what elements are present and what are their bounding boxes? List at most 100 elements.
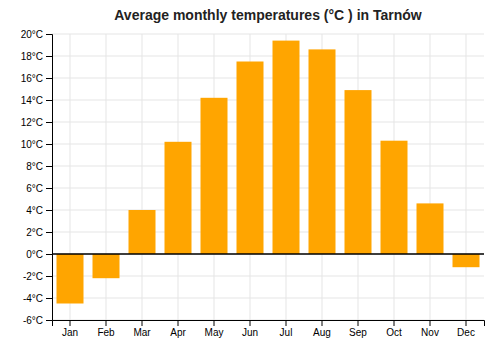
x-tick: Nov [421, 320, 439, 338]
bar [237, 62, 264, 255]
y-tick: 16°C [21, 73, 52, 84]
x-tick-mark [466, 320, 467, 326]
plot: -6°C-4°C-2°C0°C2°C4°C6°C8°C10°C12°C14°C1… [21, 29, 485, 338]
x-tick: Sep [349, 320, 367, 338]
bar [165, 142, 192, 254]
grid-line [52, 166, 484, 167]
y-tick-mark [46, 100, 52, 101]
x-tick: Feb [97, 320, 115, 338]
y-tick-mark [46, 78, 52, 79]
y-tick-label: -2°C [23, 271, 43, 282]
y-tick: 6°C [26, 183, 52, 194]
bar [273, 41, 300, 254]
y-tick-mark [46, 320, 52, 321]
y-tick-label: -6°C [23, 315, 43, 326]
bar [345, 90, 372, 254]
y-tick-mark [46, 144, 52, 145]
grid-line [466, 34, 467, 320]
x-tick-mark [250, 320, 251, 326]
grid-line [142, 34, 143, 320]
title: Average monthly temperatures (°C ) in Ta… [114, 7, 422, 23]
x-tick-mark [106, 320, 107, 326]
x-tick: Dec [457, 320, 475, 338]
y-tick: 0°C [26, 249, 52, 260]
x-tick-label: Aug [313, 327, 331, 338]
x-tick: Jun [242, 320, 258, 338]
y-tick-label: 16°C [21, 73, 43, 84]
grid-line [52, 56, 484, 57]
bar [417, 203, 444, 254]
x-tick-label: Jan [62, 327, 78, 338]
x-tick-mark [142, 320, 143, 326]
y-tick-mark [46, 56, 52, 57]
x-axis-line [53, 321, 485, 327]
bar [129, 210, 156, 254]
y-tick-label: 8°C [26, 161, 43, 172]
y-tick-label: 14°C [21, 95, 43, 106]
bar [93, 254, 120, 278]
x-axis: JanFebMarAprMayJunJulAugSepOctNovDec [53, 320, 485, 338]
y-tick-label: 2°C [26, 227, 43, 238]
y-tick: 14°C [21, 95, 52, 106]
y-tick-label: 6°C [26, 183, 43, 194]
y-tick-label: 18°C [21, 51, 43, 62]
x-tick-label: Apr [170, 327, 186, 338]
chart: -6°C-4°C-2°C0°C2°C4°C6°C8°C10°C12°C14°C1… [0, 0, 500, 350]
y-tick-label: 20°C [21, 29, 43, 40]
bar [453, 254, 480, 267]
grid-line [52, 144, 484, 145]
x-tick-label: Dec [457, 327, 475, 338]
y-tick-mark [46, 188, 52, 189]
bar [57, 254, 84, 304]
grid-line [52, 188, 484, 189]
x-tick: Apr [170, 320, 186, 338]
x-tick-mark [286, 320, 287, 326]
x-tick-label: Jun [242, 327, 258, 338]
x-tick-mark [394, 320, 395, 326]
grid-line [52, 34, 484, 35]
bar [381, 141, 408, 254]
x-tick: Oct [386, 320, 402, 338]
x-tick-mark [70, 320, 71, 326]
x-tick-mark [358, 320, 359, 326]
bars [57, 41, 480, 304]
x-tick: Jul [280, 320, 293, 338]
y-tick: -6°C [23, 315, 52, 326]
x-tick-mark [214, 320, 215, 326]
y-tick: -2°C [23, 271, 52, 282]
x-tick-label: May [205, 327, 224, 338]
y-tick-mark [46, 34, 52, 35]
y-tick: 2°C [26, 227, 52, 238]
grid [52, 34, 484, 320]
zero-line [52, 253, 484, 255]
bar [309, 49, 336, 254]
x-tick-label: Sep [349, 327, 367, 338]
x-tick-label: Oct [386, 327, 402, 338]
y-tick: 10°C [21, 139, 52, 150]
bar [201, 98, 228, 254]
y-tick-label: 4°C [26, 205, 43, 216]
grid-line [52, 122, 484, 123]
x-tick: Jan [62, 320, 78, 338]
y-tick-mark [46, 210, 52, 211]
y-tick: 12°C [21, 117, 52, 128]
y-tick: 4°C [26, 205, 52, 216]
grid-line [52, 254, 484, 255]
y-axis-line [46, 35, 53, 321]
x-tick-label: Nov [421, 327, 439, 338]
y-tick-mark [46, 232, 52, 233]
x-tick-mark [178, 320, 179, 326]
y-axis: -6°C-4°C-2°C0°C2°C4°C6°C8°C10°C12°C14°C1… [21, 29, 53, 326]
x-tick-label: Feb [97, 327, 115, 338]
grid-line [52, 100, 484, 101]
y-tick-mark [46, 122, 52, 123]
grid-line [52, 298, 484, 299]
y-tick-mark [46, 298, 52, 299]
y-tick-label: 12°C [21, 117, 43, 128]
x-tick-mark [430, 320, 431, 326]
y-tick: 18°C [21, 51, 52, 62]
y-tick-label: 0°C [26, 249, 43, 260]
x-tick: May [205, 320, 224, 338]
y-tick-mark [46, 166, 52, 167]
x-tick-label: Jul [280, 327, 293, 338]
